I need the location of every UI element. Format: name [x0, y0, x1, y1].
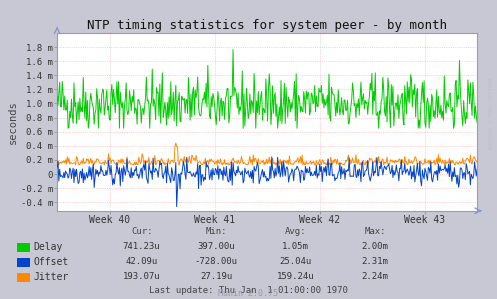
Text: 25.04u: 25.04u	[280, 257, 312, 266]
Text: RRDTOOL / TOBI OETIKER: RRDTOOL / TOBI OETIKER	[488, 78, 493, 150]
Text: Avg:: Avg:	[285, 227, 307, 236]
Text: -728.00u: -728.00u	[195, 257, 238, 266]
Text: Cur:: Cur:	[131, 227, 153, 236]
Text: Max:: Max:	[364, 227, 386, 236]
Text: 2.00m: 2.00m	[362, 242, 389, 251]
Text: 159.24u: 159.24u	[277, 272, 315, 281]
Text: Offset: Offset	[34, 257, 69, 267]
Title: NTP timing statistics for system peer - by month: NTP timing statistics for system peer - …	[87, 19, 447, 32]
Text: 397.00u: 397.00u	[197, 242, 235, 251]
Text: 42.09u: 42.09u	[126, 257, 158, 266]
Text: 27.19u: 27.19u	[200, 272, 232, 281]
Text: 741.23u: 741.23u	[123, 242, 161, 251]
Text: 193.07u: 193.07u	[123, 272, 161, 281]
Text: 1.05m: 1.05m	[282, 242, 309, 251]
Text: Min:: Min:	[205, 227, 227, 236]
Text: 2.24m: 2.24m	[362, 272, 389, 281]
Text: Last update: Thu Jan  1 01:00:00 1970: Last update: Thu Jan 1 01:00:00 1970	[149, 286, 348, 295]
Text: Delay: Delay	[34, 242, 63, 252]
Y-axis label: seconds: seconds	[8, 100, 18, 144]
Text: 2.31m: 2.31m	[362, 257, 389, 266]
Text: Jitter: Jitter	[34, 271, 69, 282]
Text: Munin 2.0.75: Munin 2.0.75	[219, 289, 278, 298]
